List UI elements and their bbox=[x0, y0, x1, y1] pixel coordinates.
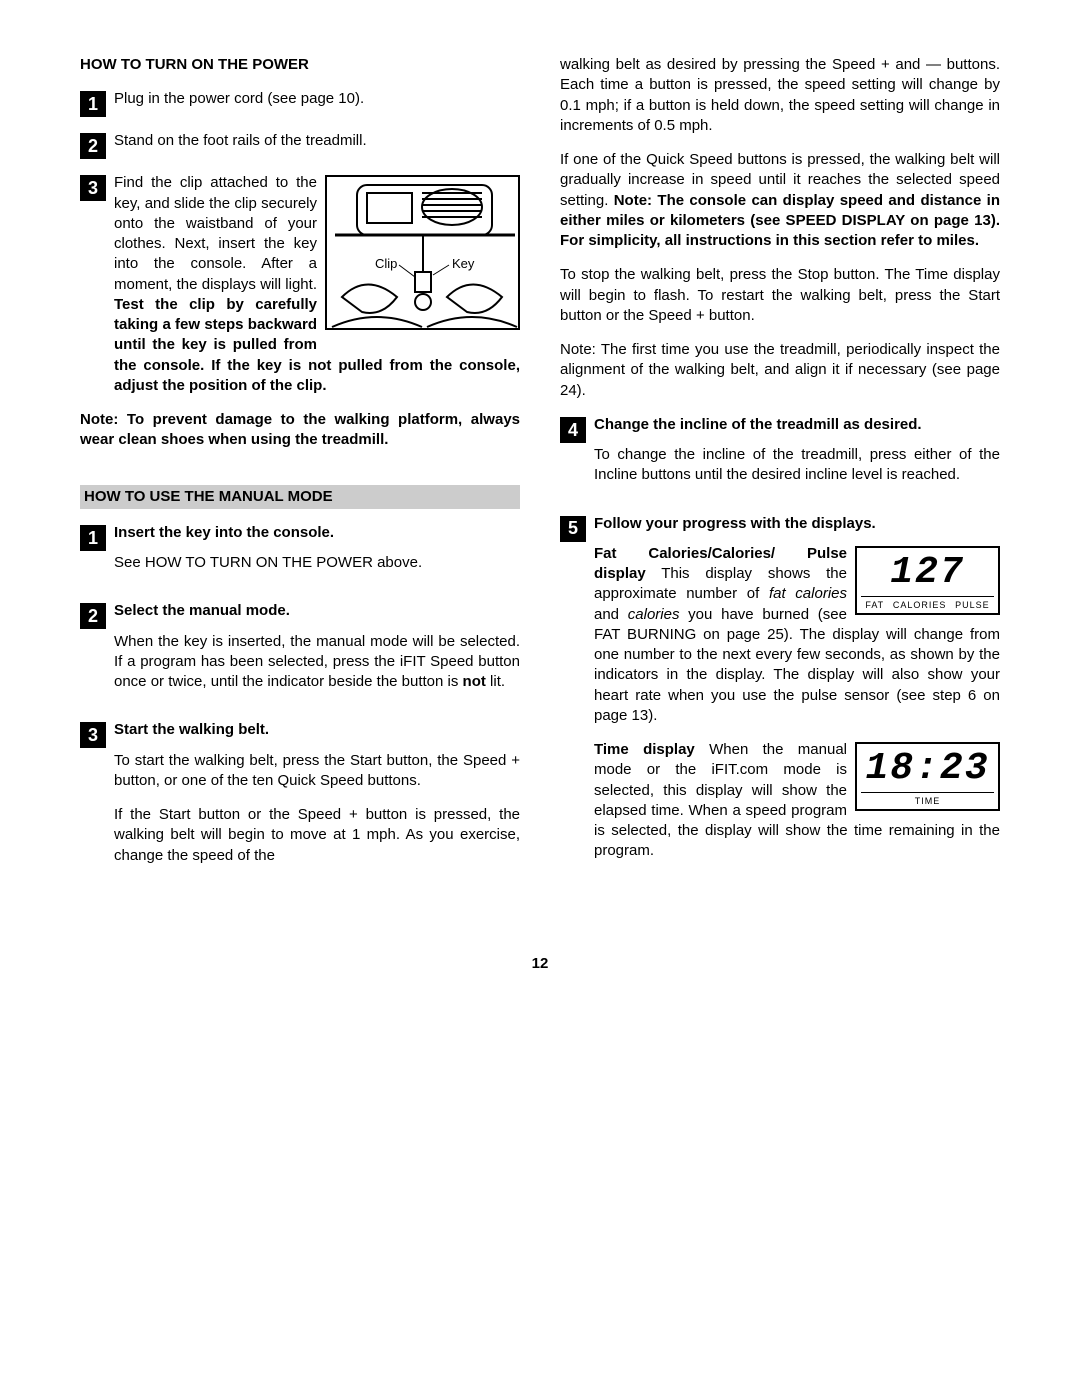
step-number: 3 bbox=[80, 175, 106, 201]
text-italic: calories bbox=[628, 606, 680, 623]
para: Note: The first time you use the treadmi… bbox=[560, 340, 1000, 401]
key-label: Key bbox=[452, 255, 474, 273]
power-step-1: 1 Plug in the power cord (see page 10). bbox=[80, 89, 520, 117]
text: lit. bbox=[486, 673, 505, 690]
display-labels: FAT CALORIES PULSE bbox=[861, 596, 994, 611]
step-number: 1 bbox=[80, 525, 106, 551]
manual-step-3: 3 Start the walking belt. To start the w… bbox=[80, 720, 520, 880]
step-heading: Follow your progress with the displays. bbox=[594, 514, 1000, 534]
step-heading: Change the incline of the treadmill as d… bbox=[594, 415, 1000, 435]
right-column: walking belt as desired by pressing the … bbox=[560, 55, 1000, 894]
label: PULSE bbox=[955, 599, 990, 611]
text-bold: not bbox=[463, 673, 486, 690]
step-para: If the Start button or the Speed + butto… bbox=[114, 805, 520, 866]
step-number: 2 bbox=[80, 133, 106, 159]
power-step-3: 3 bbox=[80, 173, 520, 396]
step-body: Select the manual mode. When the key is … bbox=[114, 601, 520, 706]
step-heading: Select the manual mode. bbox=[114, 601, 520, 621]
manual-step-2: 2 Select the manual mode. When the key i… bbox=[80, 601, 520, 706]
time-display: 18:23 TIME bbox=[855, 742, 1000, 811]
step-number: 3 bbox=[80, 722, 106, 748]
step-number: 1 bbox=[80, 91, 106, 117]
step-body: Change the incline of the treadmill as d… bbox=[594, 415, 1000, 500]
text: and bbox=[594, 606, 628, 623]
label: CALORIES bbox=[893, 599, 947, 611]
note-platform: Note: To prevent damage to the walking p… bbox=[80, 410, 520, 451]
clip-key-figure: Clip Key bbox=[325, 175, 520, 330]
step-text: Plug in the power cord (see page 10). bbox=[114, 89, 520, 109]
section-title-manual: HOW TO USE THE MANUAL MODE bbox=[80, 485, 520, 509]
section-title-power: HOW TO TURN ON THE POWER bbox=[80, 55, 520, 75]
text-italic: fat calories bbox=[769, 585, 847, 602]
para: To stop the walking belt, press the Stop… bbox=[560, 265, 1000, 326]
fat-display-para: 127 FAT CALORIES PULSE Fat Calories/Calo… bbox=[594, 544, 1000, 726]
step-para: To start the walking belt, press the Sta… bbox=[114, 751, 520, 792]
time-display-para: 18:23 TIME Time display When the manual … bbox=[594, 740, 1000, 862]
step-body: Insert the key into the console. See HOW… bbox=[114, 523, 520, 588]
step3-lead: Find the clip attached to the key, and s… bbox=[114, 174, 317, 292]
step-text: Stand on the foot rails of the treadmill… bbox=[114, 131, 520, 151]
step-heading: Start the walking belt. bbox=[114, 720, 520, 740]
text-bold: Note: The console can display speed and … bbox=[560, 192, 1000, 250]
step-para: To change the incline of the treadmill, … bbox=[594, 445, 1000, 486]
text: you have burned (see FAT BURNING on page… bbox=[594, 606, 1000, 724]
display-value: 127 bbox=[861, 554, 994, 592]
manual-step-1: 1 Insert the key into the console. See H… bbox=[80, 523, 520, 588]
text-bold: Time display bbox=[594, 741, 695, 758]
step-body: Follow your progress with the displays. … bbox=[594, 514, 1000, 876]
display-labels: TIME bbox=[861, 792, 994, 807]
step-heading: Insert the key into the console. bbox=[114, 523, 520, 543]
manual-step-4: 4 Change the incline of the treadmill as… bbox=[560, 415, 1000, 500]
label: TIME bbox=[915, 795, 941, 807]
page-number: 12 bbox=[80, 954, 1000, 974]
step-para: See HOW TO TURN ON THE POWER above. bbox=[114, 553, 520, 573]
clip-label: Clip bbox=[375, 255, 397, 273]
step-text: Clip Key Find the clip attached to the k… bbox=[114, 173, 520, 396]
display-value: 18:23 bbox=[861, 750, 994, 788]
label: FAT bbox=[865, 599, 884, 611]
step-number: 4 bbox=[560, 417, 586, 443]
step-body: Start the walking belt. To start the wal… bbox=[114, 720, 520, 880]
power-step-2: 2 Stand on the foot rails of the treadmi… bbox=[80, 131, 520, 159]
step-para: When the key is inserted, the manual mod… bbox=[114, 632, 520, 693]
left-column: HOW TO TURN ON THE POWER 1 Plug in the p… bbox=[80, 55, 520, 894]
step-number: 5 bbox=[560, 516, 586, 542]
fat-calories-display: 127 FAT CALORIES PULSE bbox=[855, 546, 1000, 615]
step-number: 2 bbox=[80, 603, 106, 629]
para: If one of the Quick Speed buttons is pre… bbox=[560, 150, 1000, 251]
para: walking belt as desired by pressing the … bbox=[560, 55, 1000, 136]
text: When the key is inserted, the manual mod… bbox=[114, 633, 520, 691]
manual-step-5: 5 Follow your progress with the displays… bbox=[560, 514, 1000, 876]
